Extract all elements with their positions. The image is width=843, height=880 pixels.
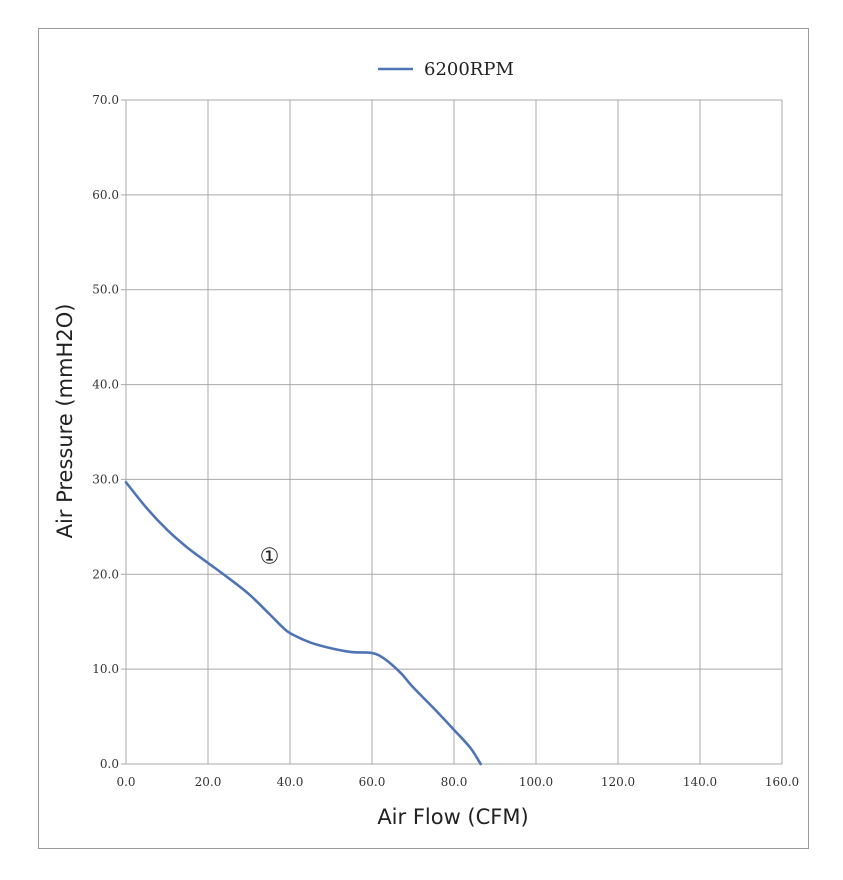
series-lines: [124, 480, 482, 766]
y-tick-label: 30.0: [92, 472, 119, 486]
x-tick-label: 20.0: [195, 775, 222, 789]
x-tick-label: 60.0: [359, 775, 386, 789]
y-tick-label: 60.0: [92, 188, 119, 202]
legend: 6200RPM: [378, 59, 514, 80]
legend-label-6200rpm: 6200RPM: [424, 59, 514, 80]
y-tick-label: 50.0: [92, 283, 119, 297]
x-tick-label: 0.0: [116, 775, 135, 789]
grid: [121, 99, 783, 765]
y-axis-title: Air Pressure (mmH2O): [53, 304, 77, 539]
tick-labels: 0.0 20.0 40.0 60.0 80.0 100.0 120.0 140.0 160.0 0…: [92, 93, 799, 789]
y-tick-label: 0.0: [100, 757, 119, 771]
x-tick-label: 100.0: [519, 775, 553, 789]
x-axis-title: Air Flow (CFM): [377, 805, 528, 829]
y-tick-label: 20.0: [92, 567, 119, 581]
line-chart: 0.0 20.0 40.0 60.0 80.0 100.0 120.0 140.0 160.0 0…: [53, 59, 799, 829]
x-tick-label: 120.0: [601, 775, 635, 789]
x-tick-label: 140.0: [683, 775, 717, 789]
x-tick-label: 160.0: [765, 775, 799, 789]
annotations: ①: [260, 544, 280, 569]
y-tick-label: 10.0: [92, 662, 119, 676]
chart-frame: 0.0 20.0 40.0 60.0 80.0 100.0 120.0 140.0 160.0 0…: [38, 28, 809, 849]
series-line-0: [124, 480, 482, 766]
y-tick-label: 40.0: [92, 378, 119, 392]
x-tick-label: 80.0: [441, 775, 468, 789]
x-tick-label: 40.0: [277, 775, 304, 789]
y-tick-label: 70.0: [92, 93, 119, 107]
annotation-marker: ①: [260, 544, 280, 569]
